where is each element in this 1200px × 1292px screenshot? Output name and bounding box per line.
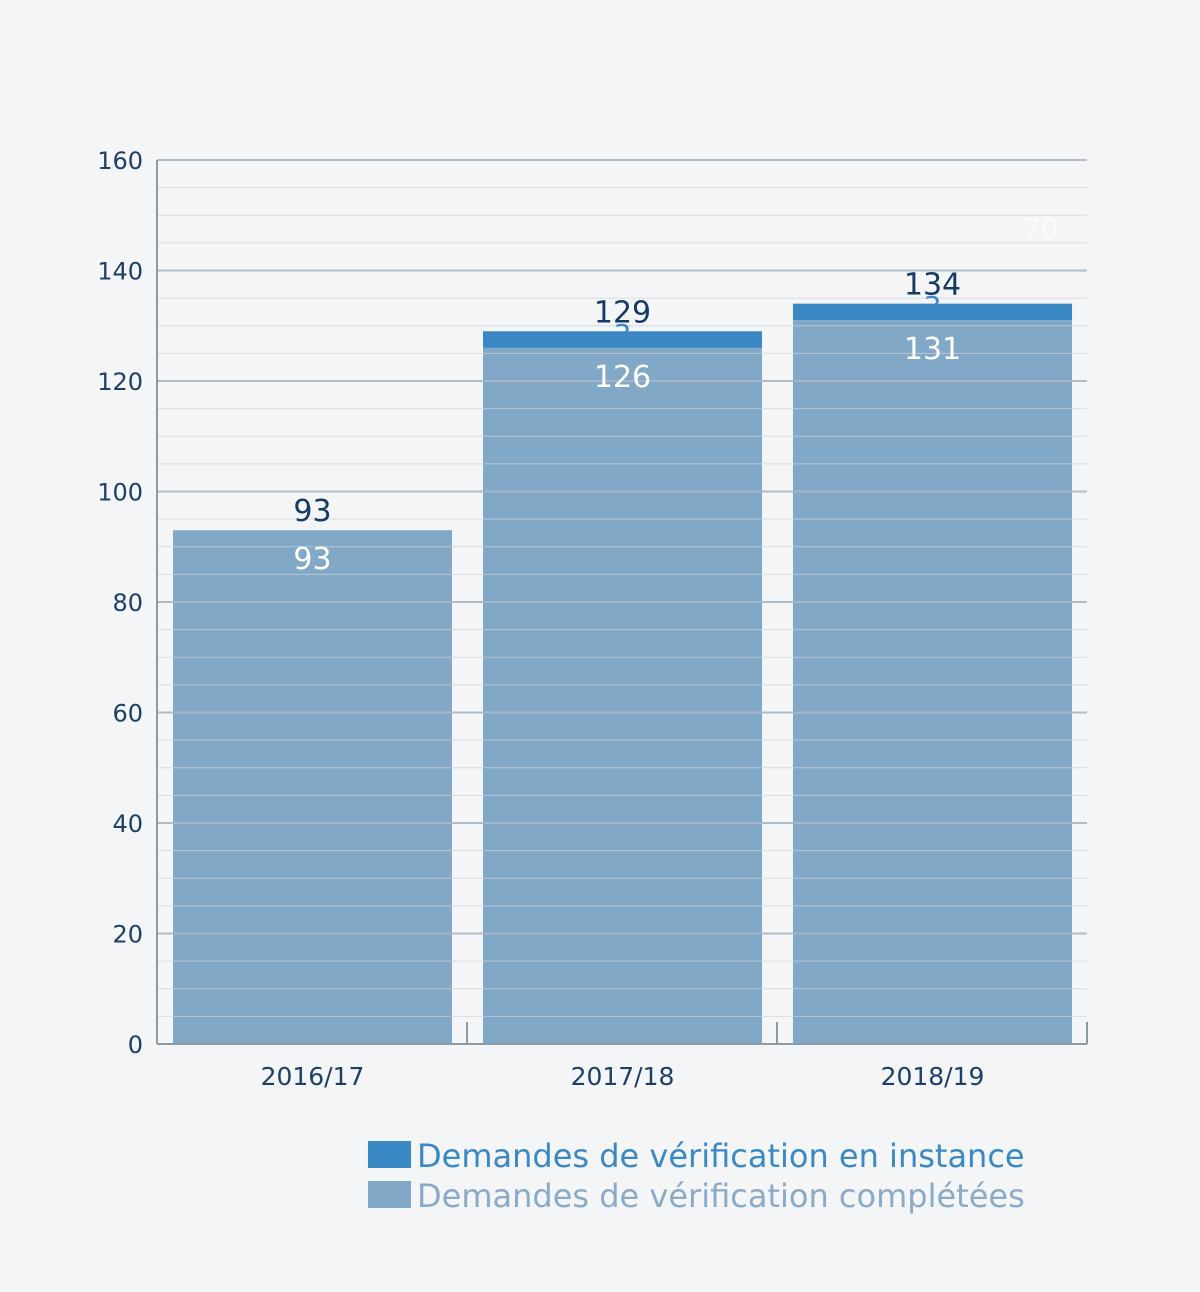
legend-swatch (368, 1141, 411, 1168)
pending-label: 3 (614, 318, 632, 351)
axes (156, 160, 1088, 1045)
bar-pending-2017-18 (483, 331, 762, 348)
x-category-label: 2016/17 (261, 1062, 365, 1091)
total-label: 129 (594, 295, 651, 330)
grid-lines (157, 159, 1087, 1017)
legend-label: Demandes de vérification complétées (417, 1177, 1025, 1215)
y-tick-label: 120 (97, 368, 143, 396)
bar-completed-2017-18 (483, 347, 762, 1045)
bar-completed-2018-19 (793, 320, 1072, 1045)
y-tick-label: 100 (97, 479, 143, 507)
y-tick-label: 160 (97, 147, 143, 175)
x-axis-categories: 2016/17 2017/18 2018/19 (261, 1062, 985, 1091)
x-category-label: 2018/19 (881, 1062, 985, 1091)
y-tick-label: 80 (112, 589, 143, 617)
stray-annotation: 70 (1023, 212, 1059, 245)
completed-label: 93 (293, 542, 331, 577)
y-axis-ticks: 0 20 40 60 80 100 120 140 160 (97, 147, 143, 1059)
legend: Demandes de vérification en instanceDema… (368, 1137, 1025, 1215)
y-tick-label: 140 (97, 258, 143, 286)
total-label: 134 (904, 268, 961, 303)
y-tick-label: 0 (128, 1031, 143, 1059)
pending-label: 3 (924, 290, 942, 323)
total-label: 93 (293, 494, 331, 529)
legend-label: Demandes de vérification en instance (417, 1137, 1025, 1175)
completed-label: 131 (904, 332, 961, 367)
completed-label: 126 (594, 360, 651, 395)
x-category-label: 2017/18 (571, 1062, 675, 1091)
y-tick-label: 40 (112, 810, 143, 838)
bar-completed-2016-17 (173, 530, 452, 1044)
y-tick-label: 60 (112, 700, 143, 728)
legend-swatch (368, 1181, 411, 1208)
bar-pending-2018-19 (793, 303, 1072, 321)
y-tick-label: 20 (112, 921, 143, 949)
